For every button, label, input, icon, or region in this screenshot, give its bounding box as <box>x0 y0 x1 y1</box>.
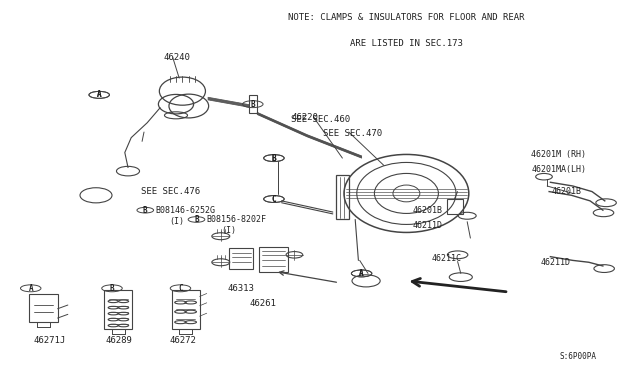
Text: 46201MA(LH): 46201MA(LH) <box>531 165 586 174</box>
Text: C: C <box>178 284 183 293</box>
Text: B: B <box>271 154 276 163</box>
Text: SEE SEC.476: SEE SEC.476 <box>141 187 200 196</box>
Text: A: A <box>28 284 33 293</box>
Text: B: B <box>143 206 148 215</box>
Text: B: B <box>194 215 199 224</box>
Text: A: A <box>97 90 102 99</box>
Text: S:6P00PA: S:6P00PA <box>560 352 597 361</box>
Text: 46261: 46261 <box>250 299 276 308</box>
Text: SEE SEC.460: SEE SEC.460 <box>291 115 350 124</box>
Text: B: B <box>271 154 276 163</box>
Text: 46201B: 46201B <box>552 187 582 196</box>
Text: 46201M (RH): 46201M (RH) <box>531 150 586 159</box>
Text: C: C <box>271 195 276 203</box>
Text: A: A <box>97 90 102 99</box>
Text: NOTE: CLAMPS & INSULATORS FOR FLOOR AND REAR: NOTE: CLAMPS & INSULATORS FOR FLOOR AND … <box>288 13 525 22</box>
Text: 46313: 46313 <box>227 284 254 293</box>
Text: SEE SEC.470: SEE SEC.470 <box>323 129 382 138</box>
Text: B: B <box>250 100 255 109</box>
Text: 46211D: 46211D <box>413 221 443 230</box>
Text: 46211C: 46211C <box>432 254 462 263</box>
Text: C: C <box>271 195 276 203</box>
Text: 46240: 46240 <box>163 53 190 62</box>
Text: 46271J: 46271J <box>33 336 65 345</box>
Text: (I): (I) <box>221 226 236 235</box>
Text: 46220: 46220 <box>291 113 318 122</box>
Text: 46272: 46272 <box>170 336 196 345</box>
Text: B08156-8202F: B08156-8202F <box>207 215 267 224</box>
Text: ARE LISTED IN SEC.173: ARE LISTED IN SEC.173 <box>350 39 463 48</box>
Text: 46201B: 46201B <box>413 206 443 215</box>
Text: (I): (I) <box>170 217 184 226</box>
Text: 46289: 46289 <box>106 336 132 345</box>
Text: B: B <box>109 284 115 293</box>
Text: 46211D: 46211D <box>541 258 571 267</box>
Text: A: A <box>359 269 364 278</box>
Text: B08146-6252G: B08146-6252G <box>156 206 216 215</box>
Text: A: A <box>359 269 364 278</box>
